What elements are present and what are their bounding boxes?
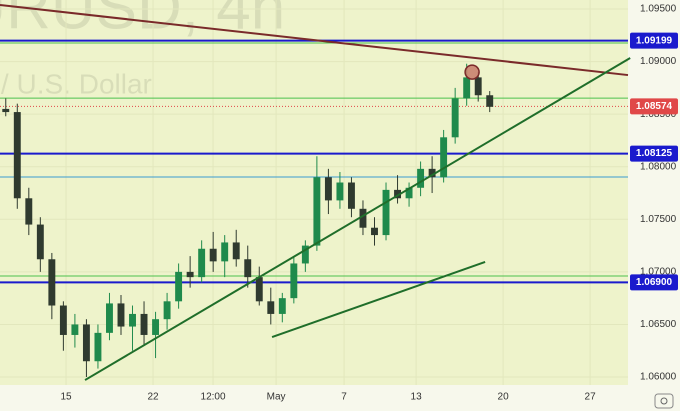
candle-body (94, 332, 102, 362)
y-tick-label: 1.08000 (640, 161, 677, 172)
time-axis (0, 385, 628, 411)
x-tick-label: 7 (341, 392, 347, 403)
trend-line (0, 4, 629, 77)
candle-body (301, 245, 309, 264)
level-label: 1.08125 (636, 148, 673, 159)
candle-body (336, 182, 344, 201)
level-label-box (630, 145, 678, 162)
price-axis (628, 0, 680, 411)
candle-body (290, 263, 298, 299)
watermark-name: Euro / U.S. Dollar (0, 68, 152, 99)
candle-body (278, 298, 286, 314)
candle-body (82, 324, 90, 362)
candle-body (129, 313, 136, 327)
candle-body (117, 303, 125, 327)
candle-body (267, 301, 275, 314)
candle-body (25, 198, 33, 225)
candle-body (232, 242, 240, 260)
trend-line (271, 261, 486, 339)
candle-body (140, 313, 148, 335)
candle-body (371, 227, 378, 236)
settings-icon (660, 397, 668, 405)
trend-line (84, 57, 631, 381)
candle-body (255, 277, 263, 302)
candle-body (486, 95, 494, 107)
last-price-box (630, 98, 678, 115)
candle-body (36, 224, 44, 260)
candle-body (324, 177, 332, 201)
x-tick-label: 27 (585, 392, 597, 403)
y-tick-label: 1.07500 (640, 214, 677, 225)
candle-body (394, 189, 401, 199)
candle-body (106, 303, 113, 333)
candle-body (463, 77, 471, 99)
candle-body (175, 271, 183, 302)
x-tick-label: 22 (147, 392, 159, 403)
candle-body (186, 271, 194, 278)
candle-body (152, 319, 160, 335)
level-label: 1.09199 (636, 35, 673, 46)
candle-body (59, 305, 67, 335)
candle-body (474, 77, 482, 96)
level-label: 1.06900 (636, 277, 673, 288)
settings-button[interactable] (654, 393, 674, 409)
y-tick-label: 1.07000 (640, 267, 677, 278)
candle-body (428, 168, 436, 178)
y-tick-label: 1.09500 (640, 4, 677, 15)
x-tick-label: 12:00 (201, 392, 226, 403)
x-tick-label: 20 (498, 392, 510, 403)
candle-body (405, 187, 413, 199)
level-label-box (630, 32, 678, 49)
x-tick-label: 13 (411, 392, 423, 403)
candle-body (2, 108, 10, 113)
y-tick-label: 1.09000 (640, 56, 677, 67)
candle-body (71, 324, 79, 335)
candle-body (209, 248, 217, 262)
y-tick-label: 1.06000 (640, 372, 677, 383)
y-tick-label: 1.06500 (640, 319, 677, 330)
candle-body (313, 177, 321, 246)
last-price-label: 1.08574 (636, 101, 673, 112)
candle-body (244, 259, 252, 278)
candle-body (382, 189, 390, 236)
candle-body (13, 112, 21, 199)
candle-body (359, 208, 367, 228)
marker (464, 64, 480, 80)
candle-body (451, 98, 459, 138)
candle-body (440, 137, 448, 178)
candle-body (198, 248, 206, 278)
candle-body (221, 242, 229, 262)
candle-body (48, 259, 56, 306)
x-tick-label: 15 (60, 392, 72, 403)
candle-body (163, 301, 171, 320)
candle-body (347, 182, 355, 209)
candle-body (417, 168, 425, 188)
x-tick-label: May (267, 392, 286, 403)
level-label-box (630, 274, 678, 291)
